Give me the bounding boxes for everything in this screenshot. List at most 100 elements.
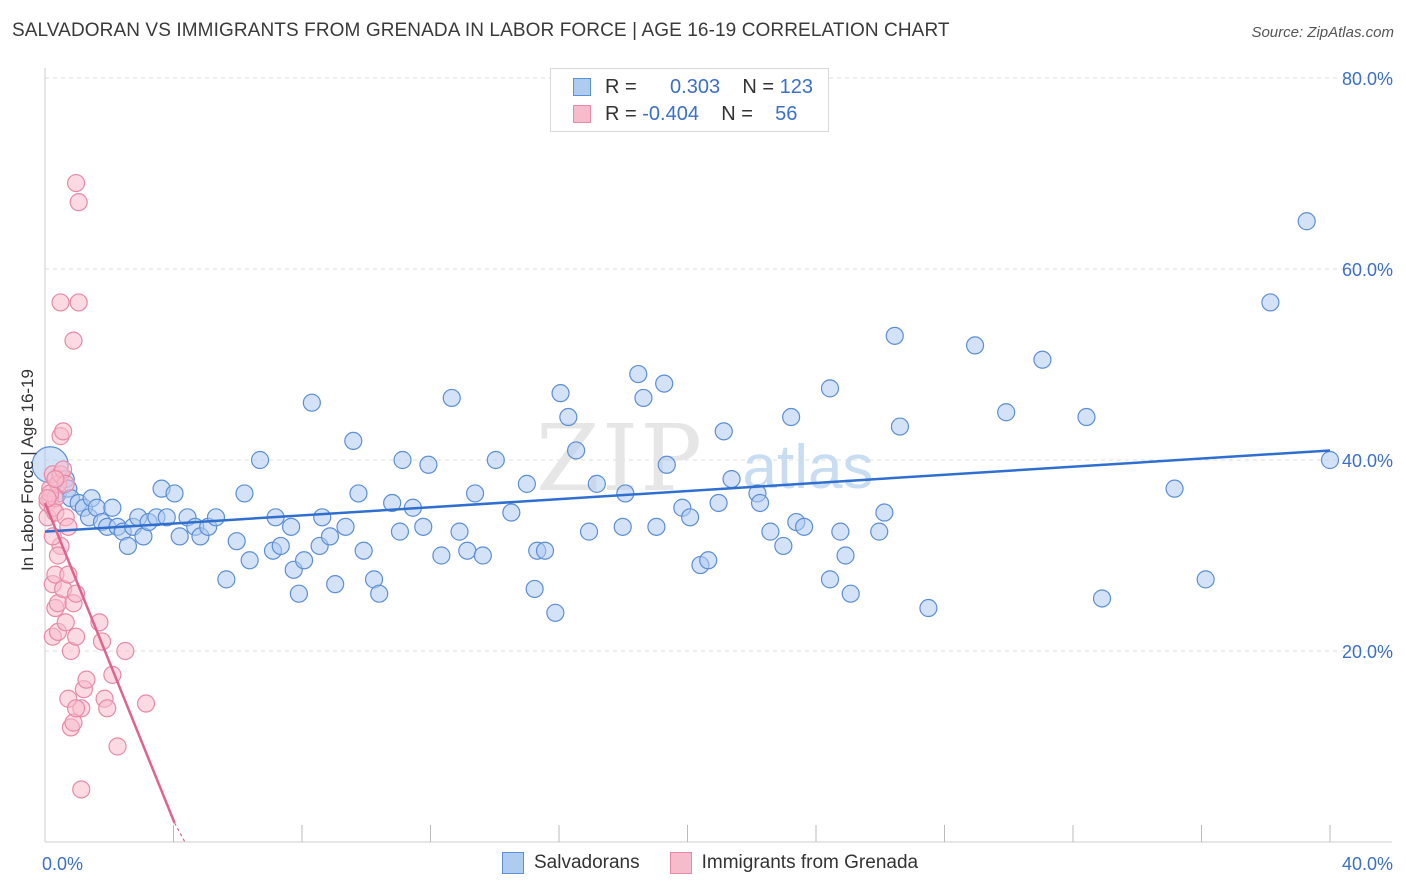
data-point-salvadorans bbox=[370, 584, 389, 603]
data-point-grenada bbox=[98, 699, 117, 718]
data-point-salvadorans bbox=[551, 384, 570, 403]
data-point-salvadorans bbox=[722, 470, 741, 489]
data-point-salvadorans bbox=[750, 493, 770, 513]
data-point-salvadorans bbox=[629, 364, 648, 384]
legend-r-value: -0.404 bbox=[642, 102, 699, 125]
axes bbox=[44, 68, 1392, 843]
data-point-salvadorans bbox=[383, 493, 402, 513]
data-point-salvadorans bbox=[655, 374, 674, 393]
data-point-salvadorans bbox=[794, 517, 814, 536]
data-point-salvadorans bbox=[486, 450, 505, 470]
y-tick-label: 40.0% bbox=[1342, 451, 1393, 471]
legend-n-value: 56 bbox=[775, 102, 798, 125]
data-point-grenada bbox=[38, 489, 57, 508]
legend-row-grenada: R = -0.404 N = 56 bbox=[573, 101, 797, 127]
data-point-salvadorans bbox=[647, 517, 666, 536]
legend-item-grenada[interactable]: Immigrants from Grenada bbox=[669, 852, 919, 874]
data-point-salvadorans bbox=[326, 575, 345, 594]
data-point-salvadorans bbox=[473, 546, 492, 565]
data-point-salvadorans bbox=[313, 508, 332, 527]
trend-line-grenada-extension bbox=[174, 822, 186, 843]
data-point-salvadorans bbox=[587, 474, 606, 493]
data-point-salvadorans bbox=[525, 579, 544, 599]
data-point-salvadorans bbox=[1092, 589, 1112, 608]
data-point-salvadorans bbox=[450, 522, 469, 541]
data-point-salvadorans bbox=[103, 498, 122, 517]
data-point-salvadorans bbox=[875, 503, 894, 522]
data-point-grenada bbox=[136, 694, 156, 713]
x-tick-label: 40.0% bbox=[1342, 854, 1393, 874]
source-label: Source: ZipAtlas.com bbox=[1251, 24, 1394, 41]
data-point-salvadorans bbox=[170, 527, 189, 546]
data-point-salvadorans bbox=[919, 598, 938, 618]
y-tick-label: 60.0% bbox=[1342, 260, 1393, 280]
y-tick-label: 80.0% bbox=[1342, 69, 1393, 89]
data-point-salvadorans bbox=[579, 522, 599, 541]
data-point-salvadorans bbox=[1033, 350, 1052, 369]
data-point-grenada bbox=[66, 173, 86, 193]
data-point-salvadorans bbox=[761, 522, 780, 541]
legend-label-grenada: Immigrants from Grenada bbox=[701, 852, 919, 873]
data-point-grenada bbox=[72, 780, 91, 799]
legend-r-label: R = bbox=[605, 102, 637, 125]
data-point-grenada bbox=[56, 613, 75, 632]
data-point-grenada bbox=[69, 293, 88, 312]
data-point-salvadorans bbox=[559, 407, 578, 427]
data-point-grenada bbox=[66, 627, 86, 646]
data-point-salvadorans bbox=[709, 493, 728, 513]
data-point-salvadorans bbox=[885, 326, 904, 345]
legend-n-label: N = bbox=[742, 75, 775, 98]
data-point-salvadorans bbox=[820, 379, 840, 398]
data-point-grenada bbox=[69, 193, 88, 212]
x-tick-label: 0.0% bbox=[42, 854, 83, 874]
legend-swatch-blue bbox=[573, 78, 591, 96]
series-grenada bbox=[38, 173, 156, 799]
data-point-salvadorans bbox=[890, 417, 910, 436]
stats-legend: R = 0.303 N = 123 R = -0.404 N = 56 bbox=[550, 68, 829, 132]
legend-row-salvadorans: R = 0.303 N = 123 bbox=[573, 74, 813, 100]
data-point-salvadorans bbox=[432, 546, 451, 565]
data-point-salvadorans bbox=[282, 517, 301, 536]
legend-swatch-blue bbox=[502, 852, 524, 874]
data-point-grenada bbox=[54, 422, 73, 441]
trend-line-salvadorans bbox=[44, 449, 1331, 533]
data-point-salvadorans bbox=[206, 508, 226, 527]
data-point-salvadorans bbox=[699, 551, 718, 570]
data-point-salvadorans bbox=[458, 541, 477, 560]
data-point-salvadorans bbox=[217, 570, 236, 589]
y-tick-label: 20.0% bbox=[1342, 642, 1393, 662]
data-point-salvadorans bbox=[320, 527, 340, 546]
data-point-salvadorans bbox=[680, 508, 700, 527]
data-point-grenada bbox=[64, 331, 83, 350]
data-point-salvadorans bbox=[870, 522, 889, 541]
legend-item-salvadorans[interactable]: Salvadorans bbox=[502, 852, 640, 874]
data-point-salvadorans bbox=[465, 484, 485, 503]
data-point-salvadorans bbox=[235, 484, 254, 503]
data-point-salvadorans bbox=[227, 532, 246, 551]
data-point-salvadorans bbox=[502, 503, 521, 522]
data-point-salvadorans bbox=[1196, 570, 1215, 589]
data-point-salvadorans bbox=[517, 474, 536, 493]
data-point-salvadorans bbox=[419, 455, 438, 474]
data-point-salvadorans bbox=[414, 517, 433, 536]
data-point-grenada bbox=[51, 293, 70, 312]
data-point-salvadorans bbox=[393, 450, 412, 470]
data-point-salvadorans bbox=[271, 536, 290, 556]
data-point-grenada bbox=[77, 670, 96, 689]
data-point-salvadorans bbox=[157, 508, 176, 527]
data-point-grenada bbox=[108, 737, 127, 756]
data-point-salvadorans bbox=[546, 603, 565, 622]
data-point-salvadorans bbox=[302, 393, 321, 412]
data-point-salvadorans bbox=[634, 388, 653, 408]
data-point-salvadorans bbox=[782, 407, 801, 427]
data-point-salvadorans bbox=[354, 541, 373, 560]
data-point-salvadorans bbox=[566, 441, 586, 460]
data-point-salvadorans bbox=[820, 570, 840, 589]
legend-r-value: 0.303 bbox=[670, 75, 721, 98]
data-point-salvadorans bbox=[390, 522, 410, 541]
data-point-salvadorans bbox=[442, 388, 461, 408]
data-point-salvadorans bbox=[240, 551, 259, 570]
tick-labels: 20.0% 40.0% 60.0% 80.0% 0.0% 40.0% bbox=[42, 69, 1393, 874]
data-point-grenada bbox=[46, 470, 65, 489]
